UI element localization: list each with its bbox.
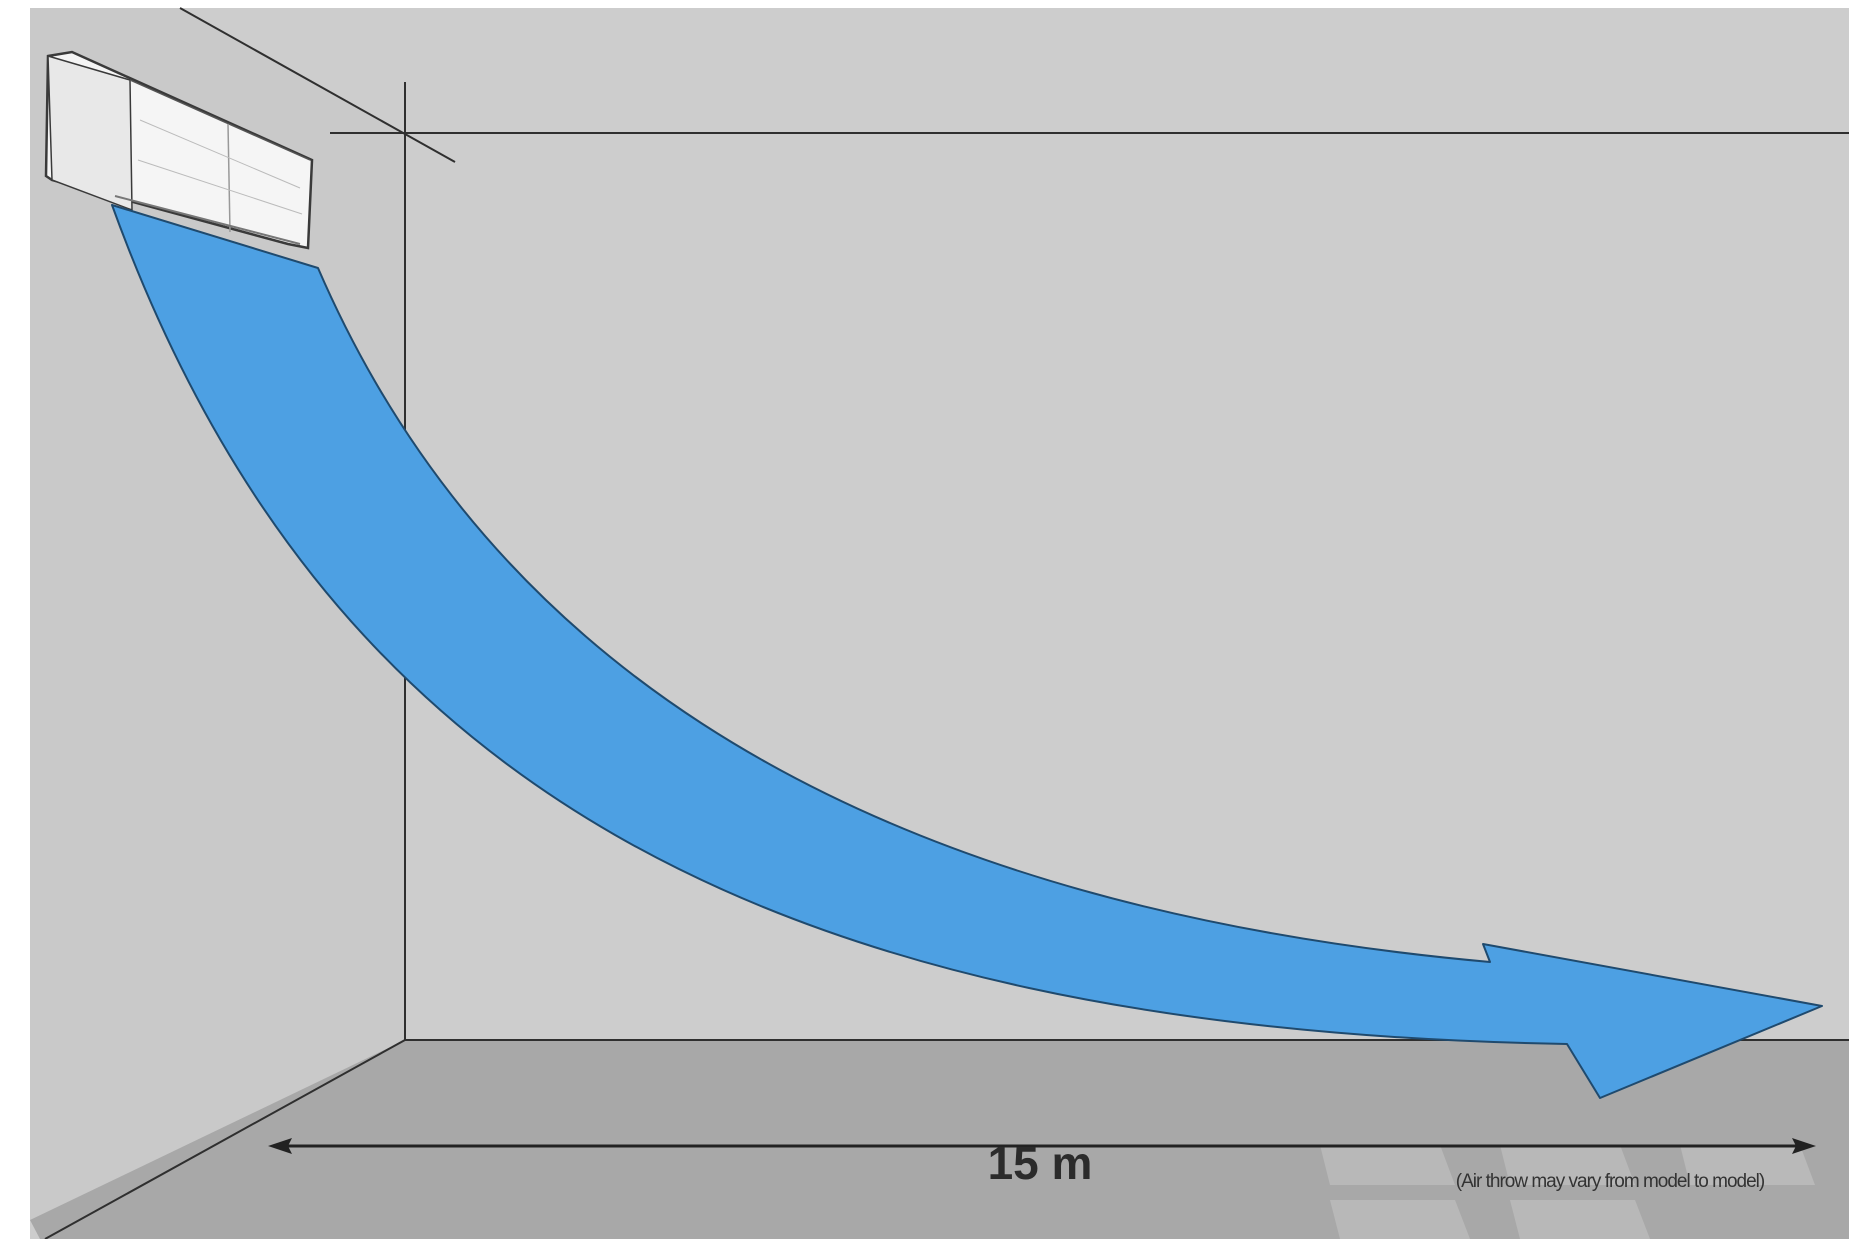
air-throw-note: (Air throw may vary from model to model) <box>1455 1171 1765 1192</box>
floor <box>30 1040 1849 1239</box>
distance-label: 15 m <box>987 1137 1093 1189</box>
airflow-arrow-icon <box>111 204 1823 1099</box>
air-conditioner-icon <box>44 50 314 250</box>
double-arrow-icon <box>268 1138 1816 1154</box>
floor-reflection <box>1320 1145 1815 1239</box>
